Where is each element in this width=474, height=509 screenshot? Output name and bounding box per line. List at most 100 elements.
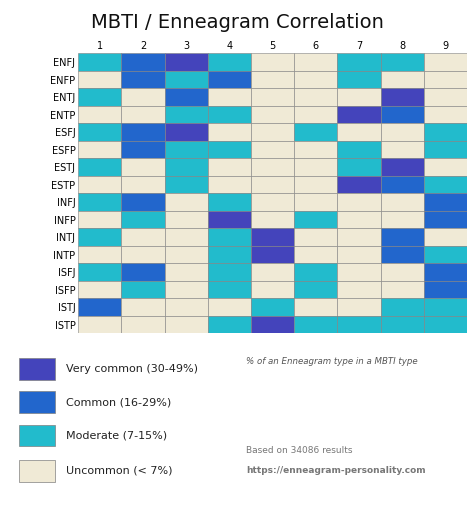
Bar [294,193,337,211]
Bar [424,264,467,281]
Bar [208,211,251,229]
Bar [294,123,337,141]
Bar [424,123,467,141]
Bar [337,211,381,229]
Bar [424,229,467,246]
Bar [78,246,121,264]
Bar [164,53,208,71]
Bar [424,106,467,124]
Bar [164,316,208,333]
Bar [164,106,208,124]
Bar [381,141,424,158]
Bar [78,211,121,229]
Bar [121,193,164,211]
Bar [121,211,164,229]
Bar [381,316,424,333]
Bar [337,316,381,333]
Bar [294,298,337,316]
Bar [78,281,121,298]
Bar [381,193,424,211]
Bar [337,123,381,141]
Bar [78,53,121,71]
Bar [121,123,164,141]
Bar [164,298,208,316]
Bar [164,211,208,229]
Bar [208,141,251,158]
Bar [381,123,424,141]
Bar [251,229,294,246]
Bar [208,316,251,333]
Bar [337,264,381,281]
Bar [381,106,424,124]
Bar [121,71,164,89]
Bar [251,281,294,298]
Bar [251,264,294,281]
Bar [337,141,381,158]
Bar [208,193,251,211]
Bar [121,298,164,316]
Bar [294,264,337,281]
Bar [208,106,251,124]
Text: Uncommon (< 7%): Uncommon (< 7%) [66,466,173,476]
Bar [121,281,164,298]
Bar [251,141,294,158]
Bar [208,229,251,246]
Bar [164,141,208,158]
Bar [381,158,424,176]
Bar [424,298,467,316]
Bar [294,176,337,193]
Bar [251,298,294,316]
Bar [164,264,208,281]
Bar [337,193,381,211]
Text: % of an Enneagram type in a MBTI type: % of an Enneagram type in a MBTI type [246,357,418,366]
Bar [121,141,164,158]
Bar [337,89,381,106]
Bar [78,71,121,89]
Bar [251,211,294,229]
Bar [78,264,121,281]
Bar [78,141,121,158]
Bar [251,123,294,141]
Bar [78,193,121,211]
Bar [294,106,337,124]
Bar [424,176,467,193]
Bar [78,316,121,333]
Bar [208,264,251,281]
Bar [424,89,467,106]
Bar [251,246,294,264]
Bar [381,298,424,316]
Bar [294,316,337,333]
Text: Moderate (7-15%): Moderate (7-15%) [66,430,167,440]
Bar [251,71,294,89]
Bar [121,158,164,176]
Bar [164,193,208,211]
Bar [424,71,467,89]
Bar [294,158,337,176]
Bar [381,229,424,246]
Bar [337,246,381,264]
Bar [164,229,208,246]
Bar [251,158,294,176]
Bar [424,141,467,158]
Bar [381,246,424,264]
Bar [121,89,164,106]
Bar [337,229,381,246]
Bar [78,89,121,106]
Bar [251,176,294,193]
Bar [208,123,251,141]
Bar [121,316,164,333]
Bar [381,281,424,298]
Bar [251,106,294,124]
Bar [294,281,337,298]
Text: Common (16-29%): Common (16-29%) [66,397,172,407]
Bar [251,316,294,333]
Bar [337,176,381,193]
Bar [121,264,164,281]
Bar [208,53,251,71]
Bar [424,211,467,229]
Text: Very common (30-49%): Very common (30-49%) [66,364,198,374]
Bar [251,193,294,211]
Bar [424,193,467,211]
Bar [78,229,121,246]
Bar [251,53,294,71]
